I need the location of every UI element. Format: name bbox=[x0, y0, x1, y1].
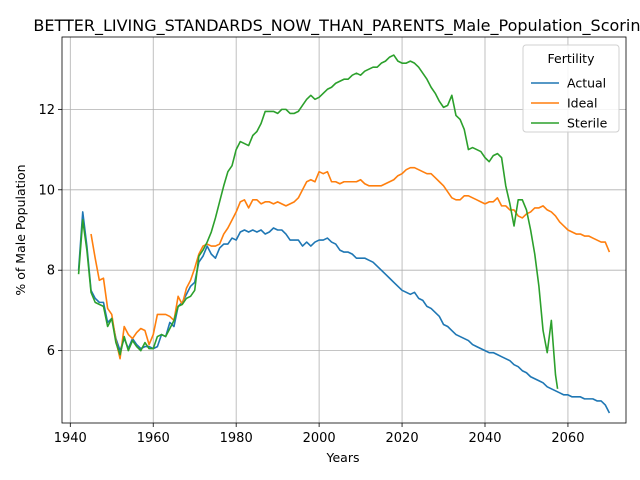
chart-title: BETTER_LIVING_STANDARDS_NOW_THAN_PARENTS… bbox=[33, 16, 640, 36]
series-lines bbox=[77, 54, 611, 414]
x-tick-label: 2060 bbox=[551, 431, 584, 446]
y-tick-label: 12 bbox=[38, 103, 55, 118]
x-tick-label: 1980 bbox=[220, 431, 253, 446]
series-line-ideal bbox=[90, 166, 611, 360]
legend-label-actual: Actual bbox=[567, 76, 606, 91]
x-tick-label: 2040 bbox=[468, 431, 501, 446]
x-axis-ticks: 1940 1960 1980 2000 2020 2040 2060 bbox=[54, 423, 584, 446]
series-line-sterile bbox=[77, 54, 559, 389]
x-tick-label: 2020 bbox=[386, 431, 419, 446]
x-tick-label: 1960 bbox=[137, 431, 170, 446]
legend-label-sterile: Sterile bbox=[567, 116, 608, 131]
series-line-actual bbox=[77, 211, 611, 414]
y-tick-label: 6 bbox=[47, 344, 55, 359]
y-tick-label: 10 bbox=[38, 183, 55, 198]
x-axis-label: Years bbox=[326, 450, 360, 465]
legend: Fertility Actual Ideal Sterile bbox=[522, 44, 620, 133]
y-axis-label: % of Male Population bbox=[13, 164, 28, 295]
legend-label-ideal: Ideal bbox=[567, 96, 597, 111]
legend-box bbox=[522, 44, 620, 133]
y-tick-label: 8 bbox=[47, 264, 55, 279]
y-axis-ticks: 6 8 10 12 bbox=[38, 103, 62, 359]
plot-frame bbox=[61, 36, 627, 424]
grid bbox=[62, 37, 626, 423]
x-tick-label: 2000 bbox=[303, 431, 336, 446]
legend-title: Fertility bbox=[548, 51, 596, 66]
x-tick-label: 1940 bbox=[54, 431, 87, 446]
